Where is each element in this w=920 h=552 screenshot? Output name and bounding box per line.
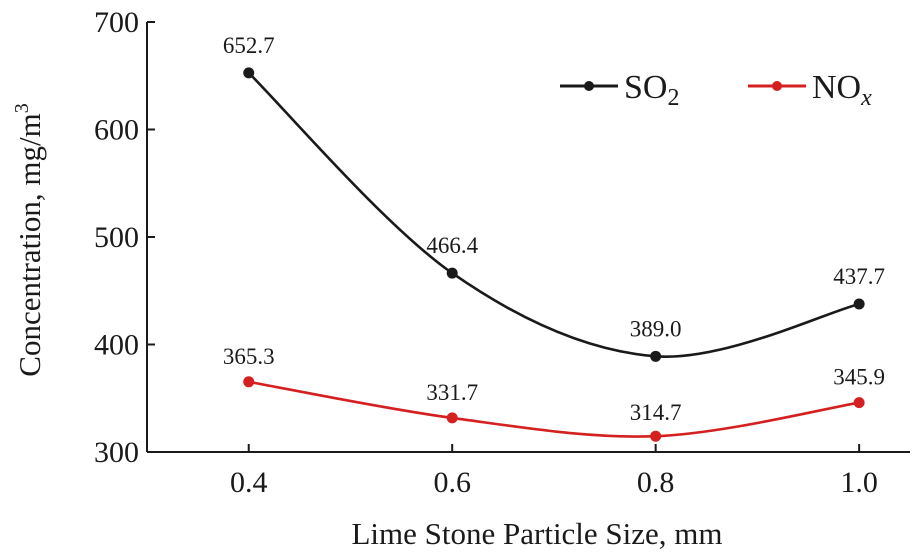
data-point-so2: [446, 267, 458, 279]
y-tick-label: 500: [94, 221, 139, 254]
legend: SO2 NOx: [560, 69, 872, 111]
legend-label-nox: NOx: [812, 69, 872, 111]
data-label-nox: 365.3: [223, 344, 275, 369]
x-tick-label: 0.4: [230, 466, 268, 499]
legend-label-so2-sub: 2: [667, 85, 679, 111]
y-tick-label: 600: [94, 114, 139, 147]
data-label-so2: 437.7: [833, 264, 885, 289]
data-label-so2: 466.4: [426, 233, 478, 258]
data-label-nox: 331.7: [426, 380, 478, 405]
series-line-so2: [247, 71, 860, 358]
data-point-so2: [853, 298, 865, 310]
data-label-so2: 389.0: [630, 316, 682, 341]
legend-marker-nox: [772, 81, 782, 91]
y-axis-title-superscript: 3: [11, 103, 33, 113]
y-tick-label: 700: [94, 6, 139, 39]
x-tick-label: 1.0: [840, 466, 878, 499]
y-axis-title-main: Concentration, mg/m: [12, 113, 47, 376]
series-line-nox: [248, 380, 860, 438]
x-tick-label: 0.6: [433, 466, 471, 499]
data-point-so2: [243, 67, 255, 79]
legend-marker-so2: [584, 81, 594, 91]
data-point-nox: [650, 430, 662, 442]
y-axis-title: Concentration, mg/m3: [11, 103, 47, 376]
legend-label-nox-sub: x: [860, 85, 872, 111]
y-tick-label: 300: [94, 436, 139, 469]
data-label-so2: 652.7: [223, 33, 275, 58]
legend-label-so2-main: SO: [624, 69, 667, 106]
x-axis-title: Lime Stone Particle Size, mm: [351, 516, 722, 551]
x-tick-label: 0.8: [637, 466, 675, 499]
data-point-nox: [243, 376, 255, 388]
data-labels: 652.7 466.4 389.0 437.7 365.3 331.7 314.7 345.9: [223, 33, 885, 425]
legend-item-so2: SO2: [560, 69, 679, 111]
data-point-nox: [853, 397, 865, 409]
data-label-nox: 345.9: [833, 365, 885, 390]
legend-label-nox-main: NO: [812, 69, 861, 106]
data-label-nox: 314.7: [630, 400, 682, 425]
data-point-so2: [650, 350, 662, 362]
plot-area: 300 400 500 600 700 0.4 0.6 0.8 1.0: [94, 6, 910, 499]
series-layer: [243, 67, 865, 442]
data-point-nox: [446, 412, 458, 424]
legend-item-nox: NOx: [748, 69, 872, 111]
y-tick-label: 400: [94, 329, 139, 362]
legend-label-so2: SO2: [624, 69, 679, 111]
